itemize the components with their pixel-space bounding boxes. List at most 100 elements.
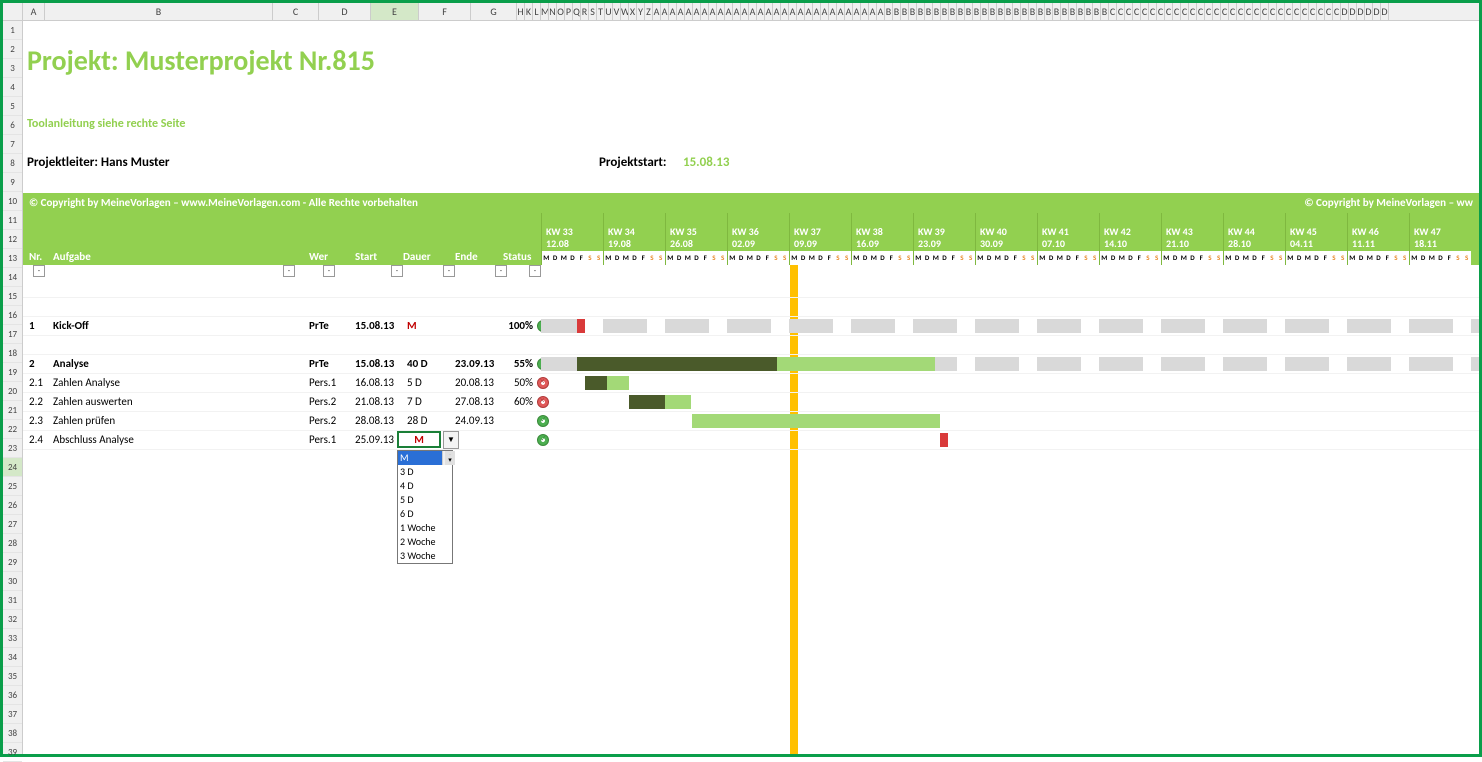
- col-header-narrow[interactable]: W: [621, 3, 629, 20]
- row-number[interactable]: 14: [3, 268, 22, 287]
- col-header-B[interactable]: B: [45, 3, 273, 20]
- dropdown-option[interactable]: 1 Woche: [398, 521, 452, 535]
- col-header-narrow[interactable]: B: [1101, 3, 1109, 20]
- col-header-narrow[interactable]: U: [605, 3, 613, 20]
- col-header-narrow[interactable]: C: [1317, 3, 1325, 20]
- col-header-narrow[interactable]: C: [1285, 3, 1293, 20]
- col-header-narrow[interactable]: C: [1173, 3, 1181, 20]
- scroll-down-icon[interactable]: ▾: [445, 455, 455, 465]
- col-header-narrow[interactable]: D: [1381, 3, 1389, 20]
- col-header-narrow[interactable]: C: [1261, 3, 1269, 20]
- col-header-narrow[interactable]: B: [909, 3, 917, 20]
- col-header-narrow[interactable]: B: [957, 3, 965, 20]
- col-header-narrow[interactable]: A: [669, 3, 677, 20]
- row-number[interactable]: 20: [3, 382, 22, 401]
- col-header-narrow[interactable]: C: [1253, 3, 1261, 20]
- col-header-narrow[interactable]: C: [1133, 3, 1141, 20]
- row-number[interactable]: 3: [3, 59, 22, 78]
- col-header-narrow[interactable]: C: [1213, 3, 1221, 20]
- col-header-narrow[interactable]: D: [1365, 3, 1373, 20]
- col-header-narrow[interactable]: D: [1349, 3, 1357, 20]
- col-header-narrow[interactable]: C: [1205, 3, 1213, 20]
- col-header-narrow[interactable]: C: [1277, 3, 1285, 20]
- row-number[interactable]: 39: [3, 743, 22, 762]
- col-header-narrow[interactable]: C: [1309, 3, 1317, 20]
- col-header-narrow[interactable]: B: [989, 3, 997, 20]
- col-header-narrow[interactable]: B: [1013, 3, 1021, 20]
- col-header-narrow[interactable]: C: [1221, 3, 1229, 20]
- col-header-narrow[interactable]: H: [517, 3, 525, 20]
- col-header-narrow[interactable]: Q: [573, 3, 581, 20]
- row-number[interactable]: 31: [3, 591, 22, 610]
- col-header-narrow[interactable]: C: [1325, 3, 1333, 20]
- col-header-narrow[interactable]: B: [973, 3, 981, 20]
- col-header-A[interactable]: A: [23, 3, 45, 20]
- col-header-narrow[interactable]: A: [765, 3, 773, 20]
- col-header-narrow[interactable]: A: [749, 3, 757, 20]
- row-number[interactable]: 24: [3, 458, 22, 477]
- row-number[interactable]: 28: [3, 534, 22, 553]
- filter-button[interactable]: -: [495, 265, 507, 277]
- col-header-narrow[interactable]: Z: [645, 3, 653, 20]
- col-header-narrow[interactable]: A: [701, 3, 709, 20]
- col-header-narrow[interactable]: X: [629, 3, 637, 20]
- dropdown-list[interactable]: M3 D4 D5 D6 D1 Woche2 Woche3 Woche ▴ ▾: [397, 450, 453, 564]
- col-header-narrow[interactable]: C: [1301, 3, 1309, 20]
- row-number[interactable]: 35: [3, 667, 22, 686]
- col-header-narrow[interactable]: B: [997, 3, 1005, 20]
- col-header-narrow[interactable]: C: [1149, 3, 1157, 20]
- col-header-narrow[interactable]: C: [1293, 3, 1301, 20]
- row-number[interactable]: 5: [3, 97, 22, 116]
- col-header-narrow[interactable]: A: [821, 3, 829, 20]
- col-header-narrow[interactable]: A: [877, 3, 885, 20]
- col-header-narrow[interactable]: B: [917, 3, 925, 20]
- row-number[interactable]: 1: [3, 21, 22, 40]
- row-number[interactable]: 12: [3, 230, 22, 249]
- col-header-narrow[interactable]: R: [581, 3, 589, 20]
- col-header-narrow[interactable]: A: [773, 3, 781, 20]
- row-number[interactable]: 21: [3, 401, 22, 420]
- col-header-C[interactable]: C: [273, 3, 319, 20]
- row-number[interactable]: 4: [3, 78, 22, 97]
- col-header-narrow[interactable]: B: [1077, 3, 1085, 20]
- col-header-narrow[interactable]: A: [725, 3, 733, 20]
- col-header-narrow[interactable]: B: [1045, 3, 1053, 20]
- col-header-narrow[interactable]: O: [557, 3, 565, 20]
- col-header-narrow[interactable]: C: [1109, 3, 1117, 20]
- col-header-narrow[interactable]: C: [1237, 3, 1245, 20]
- filter-button[interactable]: -: [283, 265, 295, 277]
- dropdown-option[interactable]: 5 D: [398, 493, 452, 507]
- col-header-narrow[interactable]: S: [589, 3, 597, 20]
- row-number[interactable]: 13: [3, 249, 22, 268]
- filter-button[interactable]: -: [391, 265, 403, 277]
- col-header-narrow[interactable]: C: [1197, 3, 1205, 20]
- col-header-narrow[interactable]: B: [965, 3, 973, 20]
- col-header-narrow[interactable]: B: [949, 3, 957, 20]
- dropdown-option[interactable]: 3 D: [398, 465, 452, 479]
- filter-button[interactable]: -: [323, 265, 335, 277]
- dauer-cell-active[interactable]: M: [397, 431, 441, 448]
- col-header-narrow[interactable]: B: [981, 3, 989, 20]
- col-header-narrow[interactable]: C: [1229, 3, 1237, 20]
- col-header-narrow[interactable]: A: [717, 3, 725, 20]
- col-header-narrow[interactable]: B: [1037, 3, 1045, 20]
- col-header-narrow[interactable]: B: [1029, 3, 1037, 20]
- col-header-narrow[interactable]: C: [1269, 3, 1277, 20]
- col-header-narrow[interactable]: A: [741, 3, 749, 20]
- col-header-narrow[interactable]: C: [1245, 3, 1253, 20]
- col-header-narrow[interactable]: A: [797, 3, 805, 20]
- dropdown-option[interactable]: 6 D: [398, 507, 452, 521]
- col-header-narrow[interactable]: B: [1021, 3, 1029, 20]
- row-number[interactable]: 8: [3, 154, 22, 173]
- col-header-narrow[interactable]: A: [653, 3, 661, 20]
- col-header-narrow[interactable]: K: [525, 3, 533, 20]
- row-number[interactable]: 36: [3, 686, 22, 705]
- col-header-D[interactable]: D: [319, 3, 371, 20]
- col-header-narrow[interactable]: D: [1341, 3, 1349, 20]
- col-header-narrow[interactable]: C: [1333, 3, 1341, 20]
- col-header-narrow[interactable]: D: [1357, 3, 1365, 20]
- row-number[interactable]: 34: [3, 648, 22, 667]
- col-header-E[interactable]: E: [371, 3, 419, 20]
- col-header-narrow[interactable]: C: [1165, 3, 1173, 20]
- col-header-narrow[interactable]: B: [885, 3, 893, 20]
